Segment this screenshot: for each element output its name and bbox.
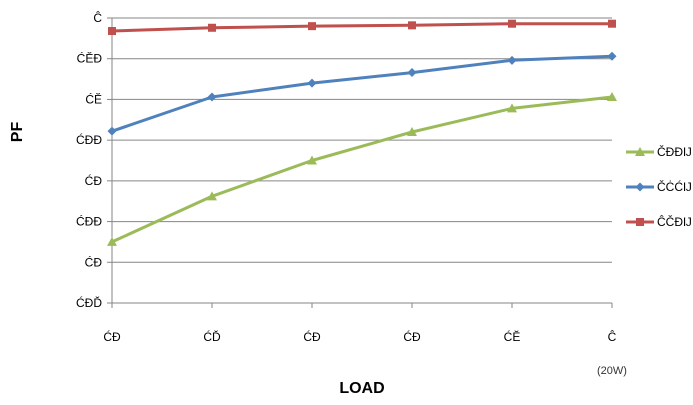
y-tick-labels: ĆĐĎ ĆĐ ĆĐĐ ĆĐ ĆĐĐ ĆĔ ĆĔĐ Ĉ xyxy=(76,10,112,310)
y-tick-label: ĆĐ xyxy=(85,173,103,188)
series-diamond xyxy=(107,51,617,136)
series-line xyxy=(111,22,612,33)
data-point xyxy=(308,22,316,31)
data-point xyxy=(607,51,617,61)
legend-label: ČĐĐĲ xyxy=(657,144,692,159)
series-line xyxy=(111,54,613,133)
x-tick-label: Ĉ xyxy=(608,329,617,344)
data-point xyxy=(208,23,216,32)
data-point xyxy=(307,155,317,165)
data-point xyxy=(407,68,417,78)
y-tick-label: ĆĐĎ xyxy=(76,295,102,310)
x-tick-labels: ĆĐ ĆĎ ĆĐ ĆĐ ĆĔ Ĉ xyxy=(103,303,617,344)
y-tick-label: ĆĐĐ xyxy=(76,214,102,229)
data-point xyxy=(508,19,516,28)
axes xyxy=(111,18,612,304)
data-point xyxy=(507,103,517,113)
x-tick-label: ĆĎ xyxy=(203,329,221,344)
series-square xyxy=(108,19,616,36)
data-point xyxy=(408,21,416,30)
x-tick-label: ĆĐ xyxy=(103,329,121,344)
x-unit-note: (20W) xyxy=(597,365,627,377)
series-group xyxy=(107,19,617,246)
y-tick-label: ĆĔĐ xyxy=(77,51,103,66)
data-point xyxy=(107,236,117,246)
y-tick-label: ĆĔ xyxy=(85,91,102,106)
data-point xyxy=(107,126,117,136)
legend: ČĐĐĲ ČĊĆĲ ĈČĐĲ xyxy=(626,144,692,229)
gridlines xyxy=(112,17,612,263)
data-point xyxy=(207,191,217,201)
legend-label: ČĊĆĲ xyxy=(657,179,692,194)
series-line xyxy=(111,95,613,244)
data-point xyxy=(607,91,617,101)
data-point xyxy=(108,27,116,36)
x-tick-label: ĆĐ xyxy=(403,329,421,344)
data-point xyxy=(507,55,517,65)
legend-label: ĈČĐĲ xyxy=(657,214,692,229)
series-triangle xyxy=(107,91,617,246)
legend-marker xyxy=(635,147,645,156)
data-point xyxy=(407,127,417,136)
x-tick-label: ĆĐ xyxy=(303,329,321,344)
y-tick-label: Ĉ xyxy=(93,10,102,25)
data-point xyxy=(608,19,616,28)
x-tick-label: ĆĔ xyxy=(504,329,521,344)
x-axis-title: LOAD xyxy=(339,380,384,397)
legend-marker xyxy=(636,218,644,226)
y-tick-label: ĆĐĐ xyxy=(76,132,102,147)
data-point xyxy=(307,78,317,88)
data-point xyxy=(207,92,217,102)
y-tick-label: ĆĐ xyxy=(85,254,103,269)
y-axis-title: PF xyxy=(9,122,26,143)
legend-marker xyxy=(635,182,645,192)
